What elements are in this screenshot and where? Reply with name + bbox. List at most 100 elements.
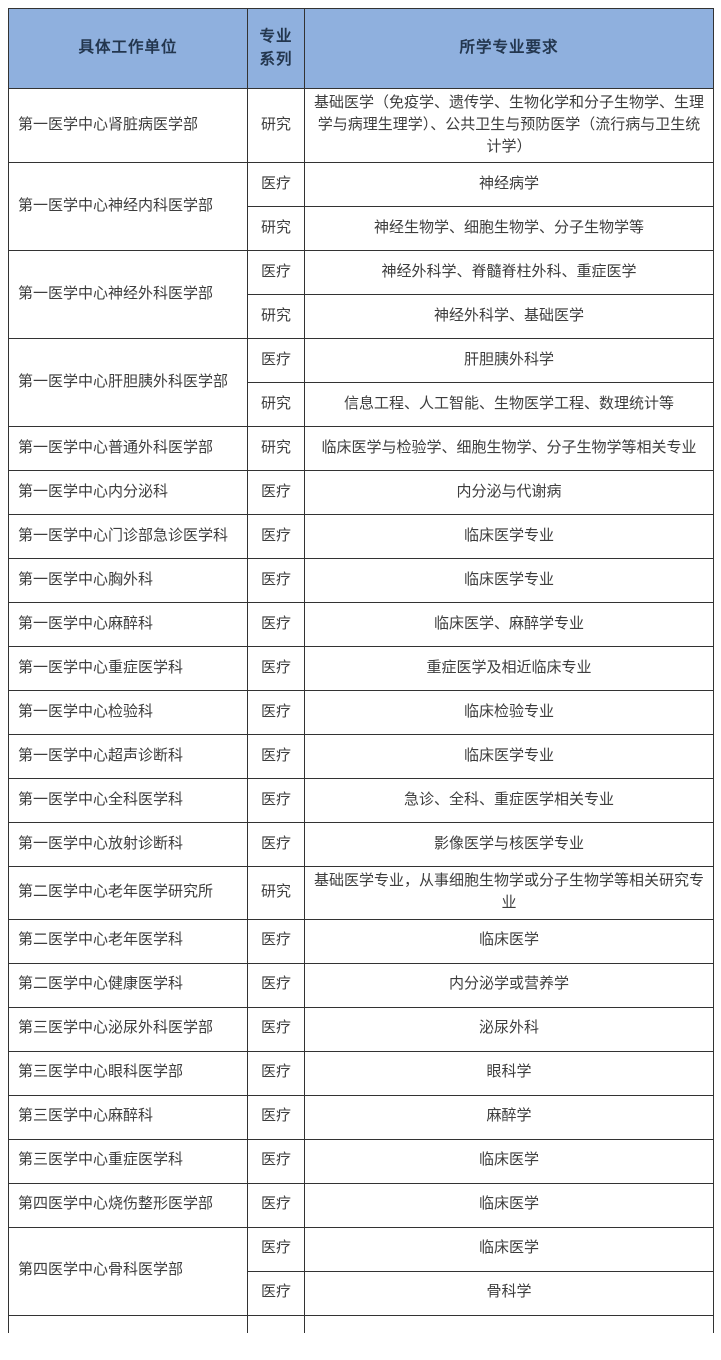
series-cell: 医疗 bbox=[247, 514, 305, 560]
unit-cell: 第一医学中心重症医学科 bbox=[8, 646, 248, 692]
table-row: 第一医学中心肾脏病医学部 研究 基础医学（免疫学、遗传学、生物化学和分子生物学、生理… bbox=[8, 87, 714, 164]
unit-cell: 第四医学中心骨科医学部 bbox=[8, 1226, 248, 1316]
series-cell: 研究 bbox=[247, 866, 305, 920]
unit-cell: 第三医学中心重症医学科 bbox=[8, 1138, 248, 1184]
unit-cell: 第二医学中心健康医学科 bbox=[8, 962, 248, 1008]
table-row: 第一医学中心普通外科医学部 研究 临床医学与检验学、细胞生物学、分子生物学等相关专业 bbox=[8, 426, 714, 472]
series-cell: 医疗 bbox=[247, 1270, 305, 1316]
table-row: 研究 信息工程、人工智能、生物医学工程、数理统计等 bbox=[9, 382, 714, 428]
requirement-cell: 眼科学 bbox=[304, 1050, 714, 1096]
header-series: 专业 系列 bbox=[247, 8, 305, 89]
series-cell: 医疗 bbox=[247, 822, 305, 868]
table-row: 第四医学中心烧伤整形医学部 医疗 临床医学 bbox=[8, 1182, 714, 1228]
series-cell: 医疗 bbox=[247, 778, 305, 824]
unit-cell: 第四医学中心烧伤整形医学部 bbox=[8, 1182, 248, 1228]
requirement-cell: 急诊、全科、重症医学相关专业 bbox=[304, 778, 714, 824]
requirement-cell: 临床医学、麻醉学专业 bbox=[304, 602, 714, 648]
table-row: 第二医学中心老年医学研究所 研究 基础医学专业，从事细胞生物学或分子生物学等相关研究… bbox=[8, 866, 714, 920]
unit-cell: 第一医学中心神经内科医学部 bbox=[8, 162, 248, 252]
series-cell: 研究 bbox=[247, 206, 305, 252]
unit-cell: 第一医学中心神经外科医学部 bbox=[8, 250, 248, 340]
requirement-cell: 肝胆胰外科学 bbox=[304, 338, 714, 384]
unit-cell: 第三医学中心泌尿外科医学部 bbox=[8, 1006, 248, 1052]
series-cell: 医疗 bbox=[247, 646, 305, 692]
series-cell: 研究 bbox=[247, 426, 305, 472]
requirement-cell: 泌尿外科 bbox=[304, 1006, 714, 1052]
series-cell: 医疗 bbox=[247, 1006, 305, 1052]
table-row: 第一医学中心神经内科医学部 医疗 神经病学 bbox=[8, 162, 714, 252]
requirement-cell: 神经生物学、细胞生物学、分子生物学等 bbox=[304, 206, 714, 252]
table-row: 第四医学中心骨科医学部 医疗 临床医学 bbox=[8, 1226, 714, 1316]
series-cell: 医疗 bbox=[247, 1050, 305, 1096]
table-body: 第一医学中心肾脏病医学部 研究 基础医学（免疫学、遗传学、生物化学和分子生物学、生理… bbox=[8, 87, 714, 1334]
header-unit: 具体工作单位 bbox=[8, 8, 248, 89]
series-cell: 医疗 bbox=[247, 470, 305, 516]
header-requirement: 所学专业要求 bbox=[304, 8, 714, 89]
requirement-cell: 基础医学（免疫学、遗传学、生物化学和分子生物学、生理学与病理生理学）、公共卫生与… bbox=[304, 87, 714, 164]
table-row: 研究 神经外科学、基础医学 bbox=[9, 294, 714, 340]
table-row: 第二医学中心健康医学科 医疗 内分泌学或营养学 bbox=[8, 962, 714, 1008]
series-cell: 医疗 bbox=[247, 602, 305, 648]
table-row: 第一医学中心麻醉科 医疗 临床医学、麻醉学专业 bbox=[8, 602, 714, 648]
requirement-cell: 临床医学 bbox=[304, 918, 714, 964]
table-row: 医疗 骨科学 bbox=[9, 1270, 714, 1316]
unit-cell bbox=[8, 1314, 248, 1334]
requirement-cell: 骨科学 bbox=[304, 1270, 714, 1316]
table-row: 第三医学中心泌尿外科医学部 医疗 泌尿外科 bbox=[8, 1006, 714, 1052]
requirement-cell: 麻醉学 bbox=[304, 1094, 714, 1140]
table-row: 第一医学中心放射诊断科 医疗 影像医学与核医学专业 bbox=[8, 822, 714, 868]
requirement-cell: 临床医学 bbox=[304, 1226, 714, 1272]
unit-cell: 第一医学中心放射诊断科 bbox=[8, 822, 248, 868]
position-requirements-table: 具体工作单位 专业 系列 所学专业要求 第一医学中心肾脏病医学部 研究 基础医学（免疫… bbox=[8, 8, 714, 1334]
series-cell bbox=[247, 1314, 305, 1334]
unit-cell: 第一医学中心内分泌科 bbox=[8, 470, 248, 516]
table-row: 第一医学中心超声诊断科 医疗 临床医学专业 bbox=[8, 734, 714, 780]
unit-cell: 第二医学中心老年医学科 bbox=[8, 918, 248, 964]
table-row: 第一医学中心重症医学科 医疗 重症医学及相近临床专业 bbox=[8, 646, 714, 692]
unit-cell: 第一医学中心麻醉科 bbox=[8, 602, 248, 648]
partial-cutoff-row bbox=[8, 1314, 714, 1334]
series-cell: 医疗 bbox=[247, 1226, 305, 1272]
unit-cell: 第一医学中心门诊部急诊医学科 bbox=[8, 514, 248, 560]
table-row: 第一医学中心全科医学科 医疗 急诊、全科、重症医学相关专业 bbox=[8, 778, 714, 824]
requirement-cell: 影像医学与核医学专业 bbox=[304, 822, 714, 868]
series-cell: 医疗 bbox=[247, 1182, 305, 1228]
requirement-cell: 内分泌学或营养学 bbox=[304, 962, 714, 1008]
requirement-cell: 神经病学 bbox=[304, 162, 714, 208]
requirement-cell bbox=[304, 1314, 714, 1334]
unit-cell: 第一医学中心普通外科医学部 bbox=[8, 426, 248, 472]
requirement-cell: 信息工程、人工智能、生物医学工程、数理统计等 bbox=[304, 382, 714, 428]
table-row: 第二医学中心老年医学科 医疗 临床医学 bbox=[8, 918, 714, 964]
requirement-cell: 内分泌与代谢病 bbox=[304, 470, 714, 516]
unit-cell: 第一医学中心肝胆胰外科医学部 bbox=[8, 338, 248, 428]
requirement-cell: 临床医学专业 bbox=[304, 514, 714, 560]
requirement-cell: 神经外科学、基础医学 bbox=[304, 294, 714, 340]
unit-cell: 第一医学中心检验科 bbox=[8, 690, 248, 736]
unit-cell: 第三医学中心麻醉科 bbox=[8, 1094, 248, 1140]
table-row: 第一医学中心内分泌科 医疗 内分泌与代谢病 bbox=[8, 470, 714, 516]
unit-cell: 第一医学中心胸外科 bbox=[8, 558, 248, 604]
series-cell: 研究 bbox=[247, 382, 305, 428]
series-cell: 研究 bbox=[247, 87, 305, 164]
series-cell: 医疗 bbox=[247, 558, 305, 604]
series-cell: 研究 bbox=[247, 294, 305, 340]
table-row: 第三医学中心重症医学科 医疗 临床医学 bbox=[8, 1138, 714, 1184]
table-row: 研究 神经生物学、细胞生物学、分子生物学等 bbox=[9, 206, 714, 252]
requirement-cell: 神经外科学、脊髓脊柱外科、重症医学 bbox=[304, 250, 714, 296]
unit-cell: 第一医学中心全科医学科 bbox=[8, 778, 248, 824]
table-header: 具体工作单位 专业 系列 所学专业要求 bbox=[8, 8, 714, 89]
series-cell: 医疗 bbox=[247, 962, 305, 1008]
table-row: 第一医学中心检验科 医疗 临床检验专业 bbox=[8, 690, 714, 736]
series-cell: 医疗 bbox=[247, 338, 305, 384]
table-row: 第三医学中心麻醉科 医疗 麻醉学 bbox=[8, 1094, 714, 1140]
requirement-cell: 临床医学 bbox=[304, 1182, 714, 1228]
requirement-cell: 临床医学专业 bbox=[304, 734, 714, 780]
requirement-cell: 临床医学与检验学、细胞生物学、分子生物学等相关专业 bbox=[304, 426, 714, 472]
table-row: 第一医学中心胸外科 医疗 临床医学专业 bbox=[8, 558, 714, 604]
table-row: 第三医学中心眼科医学部 医疗 眼科学 bbox=[8, 1050, 714, 1096]
unit-cell: 第一医学中心肾脏病医学部 bbox=[8, 87, 248, 164]
table-row: 第一医学中心肝胆胰外科医学部 医疗 肝胆胰外科学 bbox=[8, 338, 714, 428]
series-cell: 医疗 bbox=[247, 690, 305, 736]
unit-cell: 第二医学中心老年医学研究所 bbox=[8, 866, 248, 920]
